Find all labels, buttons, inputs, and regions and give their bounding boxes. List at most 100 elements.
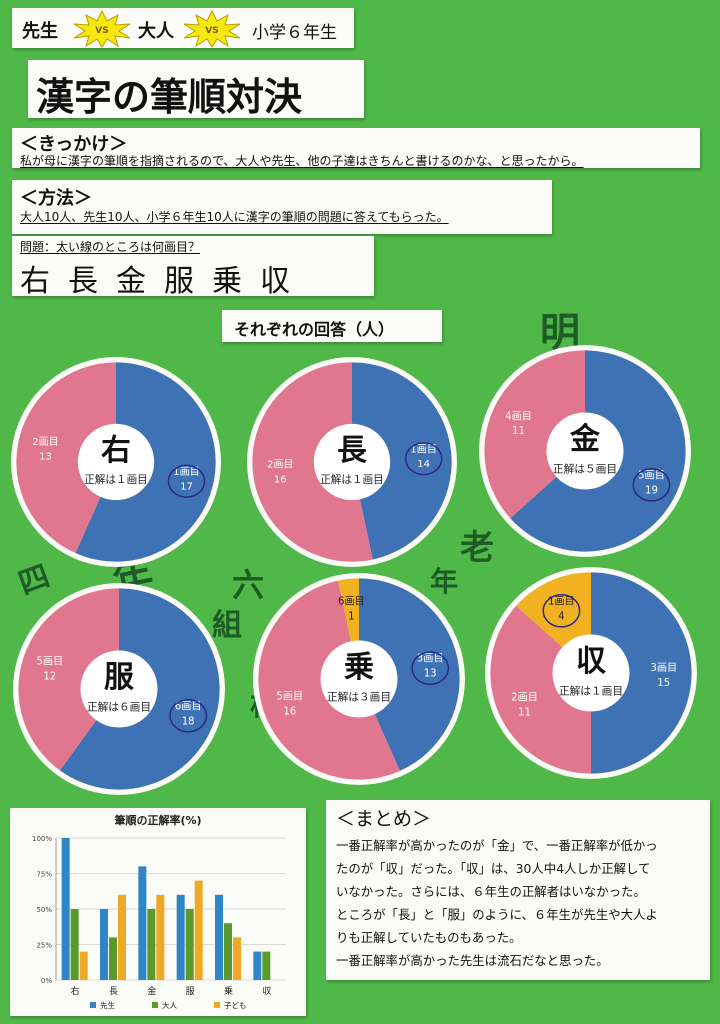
slice-count: 1 <box>348 611 354 622</box>
title-card: 漢字の筆順対決 <box>28 60 364 119</box>
slice-count: 18 <box>182 716 195 727</box>
pie-kanji: 右 <box>101 432 131 467</box>
y-tick-label: 50% <box>36 906 52 914</box>
summary-line: いなかった。さらには、６年生の正解者はいなかった。 <box>336 884 646 899</box>
slice-label: 3画目 <box>417 654 444 665</box>
correct-answer-circle <box>632 468 671 502</box>
y-tick-label: 25% <box>36 942 52 950</box>
pie-center <box>552 634 630 712</box>
summary-line: りも正解していたものもあった。 <box>336 930 522 945</box>
chart-title: 筆順の正解率(%) <box>114 813 201 827</box>
header-strip: 先生 VS 大人 VS 小学６年生 <box>12 8 354 48</box>
slice-count: 11 <box>518 707 531 718</box>
slice-label: 4画目 <box>505 411 532 422</box>
bar <box>147 909 156 980</box>
slice-count: 17 <box>180 482 193 493</box>
slice-label: 2画目 <box>32 437 59 448</box>
legend-label: 子ども <box>224 1001 247 1010</box>
motivation-heading: ＜きっかけ＞ <box>20 134 128 155</box>
vs-text: VS <box>205 26 218 36</box>
pie-slice <box>18 588 119 771</box>
summary-heading: ＜まとめ＞ <box>336 808 432 830</box>
slice-count: 15 <box>657 678 670 689</box>
y-tick-label: 100% <box>32 835 52 843</box>
pie-kanji: 服 <box>104 660 134 695</box>
slice-label: 6画目 <box>338 596 365 607</box>
background-calligraphy: 老 <box>460 528 494 568</box>
slice-label: 1画目 <box>410 444 437 455</box>
correct-answer-circle <box>169 698 208 733</box>
teacher-label: 先生 <box>22 21 58 42</box>
slice-count: 16 <box>274 474 287 485</box>
pie-center <box>546 412 624 490</box>
kanji-item: 長 <box>68 264 98 299</box>
adult-label: 大人 <box>138 21 174 42</box>
kanji-item: 収 <box>260 264 290 299</box>
x-tick-label: 収 <box>262 985 271 997</box>
y-tick-label: 0% <box>41 977 52 985</box>
pie-kanji: 長 <box>337 432 367 467</box>
summary-line: たのが「収」だった。「収」は、30人中4人しか正解して <box>336 861 651 876</box>
pie-slice <box>591 572 692 774</box>
bar <box>194 880 203 980</box>
x-tick-label: 右 <box>71 985 80 997</box>
correct-answer-text: 正解は６画目 <box>87 700 151 713</box>
correct-answer-circle <box>167 464 206 498</box>
bar <box>100 909 108 980</box>
x-tick-label: 長 <box>109 986 118 997</box>
slice-count: 13 <box>424 669 437 680</box>
bar <box>79 951 88 980</box>
pie-slice <box>484 350 585 519</box>
summary-card: ＜まとめ＞ 一番正解率が高かったのが「金」で、一番正解率が低かっ たのが「収」だ… <box>326 800 710 980</box>
correct-answer-text: 正解は５画目 <box>553 462 617 475</box>
slice-count: 16 <box>283 706 296 717</box>
pie-slice <box>352 362 452 560</box>
slice-label: 6画目 <box>175 701 202 712</box>
bar <box>138 866 147 980</box>
correct-answer-circle <box>542 594 581 628</box>
pie-center <box>77 423 155 501</box>
kanji-item: 右 <box>20 264 50 299</box>
vs-text: VS <box>95 26 108 36</box>
background-calligraphy: 年 <box>430 565 459 598</box>
pie-slice <box>16 362 116 554</box>
summary-body: 一番正解率が高かったのが「金」で、一番正解率が低かっ たのが「収」だった。「収」… <box>336 834 658 972</box>
pie-center <box>313 423 391 501</box>
bar-chart-card: 筆順の正解率(%) 0% 25% 50% 75% 100% 右 長 金 服 乗 収先生 大人 子ども <box>10 808 306 1016</box>
method-heading: ＜方法＞ <box>20 188 92 209</box>
answers-heading-card: それぞれの回答（人） <box>222 310 442 342</box>
slice-count: 11 <box>512 426 525 437</box>
correct-answer-text: 正解は１画目 <box>84 473 148 486</box>
vs-burst-icon: VS <box>183 10 241 48</box>
x-tick-label: 金 <box>147 985 156 997</box>
method-card: ＜方法＞ 大人10人、先生10人、小学６年生10人に漢字の筆順の問題に答えてもら… <box>12 180 552 234</box>
pie-center <box>80 650 158 728</box>
slice-count: 14 <box>417 459 430 470</box>
pie-center <box>320 640 398 718</box>
x-tick-label: 乗 <box>224 985 233 997</box>
pie-kanji: 金 <box>569 422 601 457</box>
page-title: 漢字の筆順対決 <box>36 74 303 119</box>
slice-label: 2画目 <box>267 459 294 470</box>
slice-label: 3画目 <box>650 663 677 674</box>
pie-kanji: 収 <box>576 644 606 679</box>
kanji-list: 右 長 金 服 乗 収 <box>20 256 290 300</box>
pie-slice <box>359 578 460 771</box>
background-calligraphy: 組 <box>212 608 242 643</box>
slice-label: 5画目 <box>638 470 665 481</box>
bar <box>185 909 194 980</box>
legend-swatch <box>214 1002 220 1008</box>
x-tick-label: 服 <box>186 986 195 997</box>
correct-answer-text: 正解は１画目 <box>559 684 623 697</box>
correct-answer-text: 正解は１画目 <box>320 473 384 486</box>
slice-count: 4 <box>558 611 564 622</box>
bar <box>233 937 241 980</box>
slice-label: 5画目 <box>36 656 63 667</box>
answers-heading: それぞれの回答（人） <box>234 320 395 339</box>
kanji-item: 金 <box>116 264 146 299</box>
bar <box>253 951 262 980</box>
